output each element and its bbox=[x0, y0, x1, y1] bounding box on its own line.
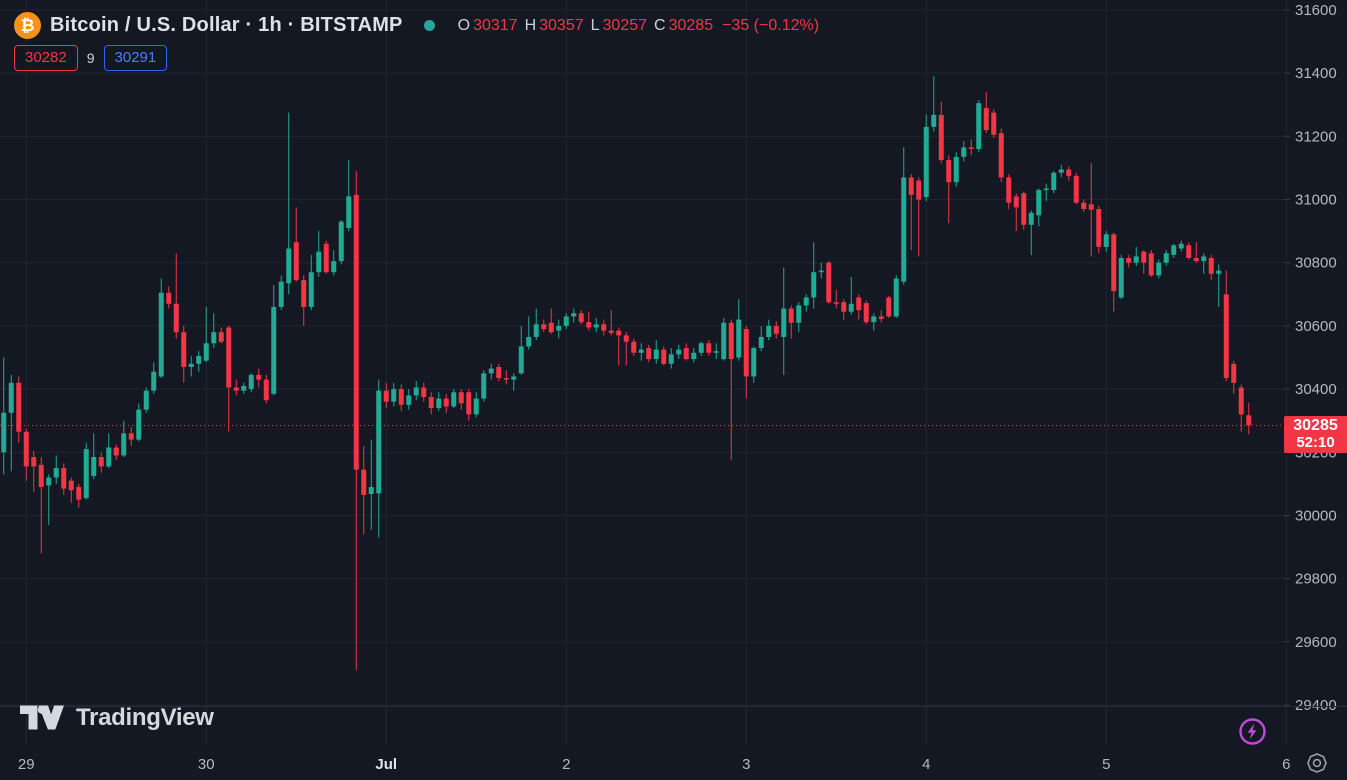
low-label: L bbox=[590, 16, 600, 34]
tradingview-wordmark: TradingView bbox=[76, 704, 214, 731]
svg-text:3: 3 bbox=[742, 756, 750, 773]
bitcoin-icon: ₿ bbox=[14, 12, 41, 39]
svg-text:30600: 30600 bbox=[1295, 318, 1337, 335]
svg-text:31600: 31600 bbox=[1295, 2, 1337, 19]
tradingview-logo-mark bbox=[20, 705, 64, 730]
spread-value: 9 bbox=[86, 50, 95, 66]
svg-text:5: 5 bbox=[1102, 756, 1110, 773]
svg-text:30000: 30000 bbox=[1295, 507, 1337, 524]
svg-text:31200: 31200 bbox=[1295, 128, 1337, 145]
svg-text:29: 29 bbox=[18, 756, 35, 773]
lightning-icon bbox=[1239, 718, 1266, 745]
svg-text:29600: 29600 bbox=[1295, 634, 1337, 651]
svg-text:2: 2 bbox=[562, 756, 570, 773]
svg-text:Jul: Jul bbox=[375, 756, 397, 773]
bid-price-button[interactable]: 30282 bbox=[14, 45, 78, 71]
bitcoin-glyph: ₿ bbox=[20, 15, 35, 35]
symbol-header: ₿ Bitcoin / U.S. Dollar · 1h · BITSTAMP … bbox=[14, 12, 819, 39]
market-status-dot[interactable] bbox=[423, 20, 435, 31]
symbol-title[interactable]: Bitcoin / U.S. Dollar · 1h · BITSTAMP bbox=[50, 14, 403, 36]
axis-settings-gear[interactable] bbox=[1306, 752, 1328, 779]
svg-text:6: 6 bbox=[1282, 756, 1290, 773]
svg-text:4: 4 bbox=[922, 756, 930, 773]
time-axis: 29 30 Jul 2 3 4 5 6 bbox=[18, 707, 1290, 773]
change-value: −35 (−0.12%) bbox=[722, 16, 820, 34]
gear-icon bbox=[1307, 753, 1327, 773]
high-value: 30357 bbox=[539, 16, 584, 34]
svg-text:30800: 30800 bbox=[1295, 255, 1337, 272]
svg-text:30: 30 bbox=[198, 756, 215, 773]
tradingview-logo[interactable]: TradingView bbox=[20, 704, 214, 732]
low-value: 30257 bbox=[602, 16, 648, 34]
boost-button[interactable] bbox=[1238, 717, 1267, 751]
current-price-label[interactable]: 30285 52:10 bbox=[1284, 416, 1347, 454]
svg-text:31000: 31000 bbox=[1295, 192, 1337, 209]
svg-text:31400: 31400 bbox=[1295, 65, 1337, 82]
svg-text:29400: 29400 bbox=[1295, 697, 1337, 714]
price-axis: 3160031400312003100030800306003040030200… bbox=[1284, 2, 1337, 714]
close-value: 30285 bbox=[668, 16, 714, 34]
high-label: H bbox=[524, 16, 537, 34]
current-price-value: 30285 bbox=[1293, 417, 1338, 435]
bid-ask-row: 30282 9 30291 bbox=[14, 45, 168, 71]
close-label: C bbox=[654, 16, 666, 34]
svg-text:30400: 30400 bbox=[1295, 381, 1337, 398]
bar-countdown: 52:10 bbox=[1296, 434, 1335, 452]
svg-text:29800: 29800 bbox=[1295, 571, 1337, 588]
open-value: 30317 bbox=[473, 16, 518, 34]
ohlc-legend: O 30317 H 30357 L 30257 C 30285 −35 (−0.12%) bbox=[458, 17, 819, 35]
candles-layer bbox=[1, 76, 1252, 671]
open-label: O bbox=[457, 16, 471, 34]
ask-price-button[interactable]: 30291 bbox=[103, 45, 168, 71]
